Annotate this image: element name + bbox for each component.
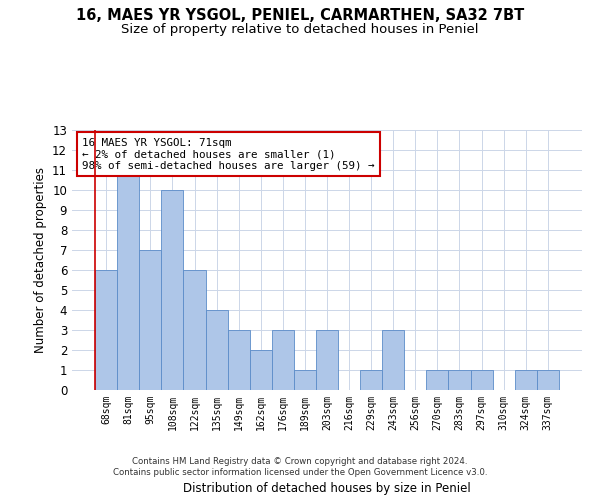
Bar bbox=[316, 330, 338, 390]
Text: 16, MAES YR YSGOL, PENIEL, CARMARTHEN, SA32 7BT: 16, MAES YR YSGOL, PENIEL, CARMARTHEN, S… bbox=[76, 8, 524, 22]
Bar bbox=[250, 350, 272, 390]
Bar bbox=[95, 270, 117, 390]
Bar bbox=[360, 370, 382, 390]
Bar bbox=[470, 370, 493, 390]
Text: Size of property relative to detached houses in Peniel: Size of property relative to detached ho… bbox=[121, 22, 479, 36]
Text: 16 MAES YR YSGOL: 71sqm
← 2% of detached houses are smaller (1)
98% of semi-deta: 16 MAES YR YSGOL: 71sqm ← 2% of detached… bbox=[82, 138, 374, 171]
Bar bbox=[537, 370, 559, 390]
Bar bbox=[427, 370, 448, 390]
Bar bbox=[272, 330, 294, 390]
Bar bbox=[206, 310, 227, 390]
Bar bbox=[382, 330, 404, 390]
Bar bbox=[117, 170, 139, 390]
Text: Contains HM Land Registry data © Crown copyright and database right 2024.
Contai: Contains HM Land Registry data © Crown c… bbox=[113, 458, 487, 477]
Bar bbox=[227, 330, 250, 390]
Bar bbox=[448, 370, 470, 390]
Y-axis label: Number of detached properties: Number of detached properties bbox=[34, 167, 47, 353]
Bar bbox=[161, 190, 184, 390]
Bar bbox=[515, 370, 537, 390]
Bar bbox=[294, 370, 316, 390]
Bar bbox=[139, 250, 161, 390]
Text: Distribution of detached houses by size in Peniel: Distribution of detached houses by size … bbox=[183, 482, 471, 495]
Bar bbox=[184, 270, 206, 390]
